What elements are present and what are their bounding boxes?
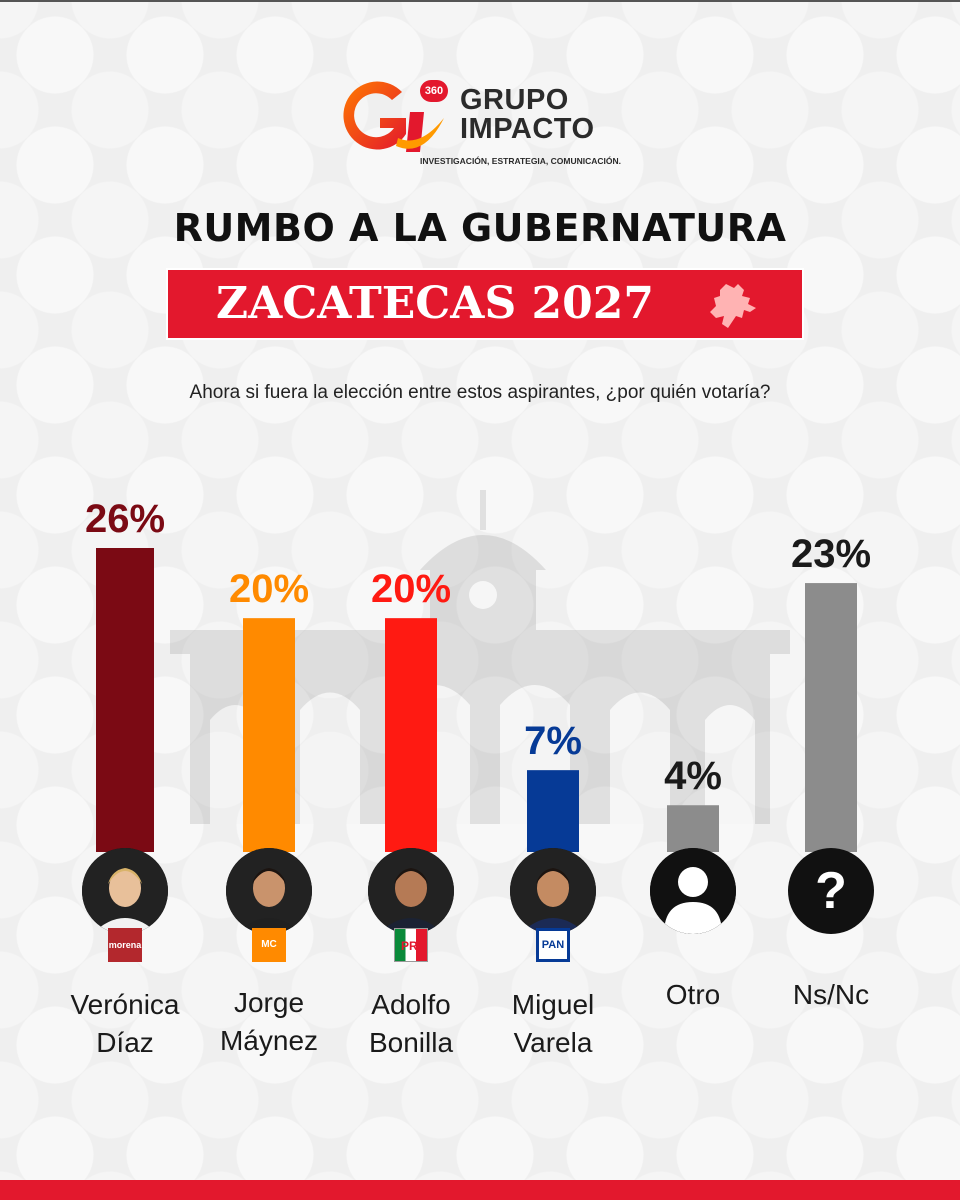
candidate-name-line1: Ns/Nc — [792, 979, 870, 1010]
bar-1 — [243, 618, 295, 852]
survey-question: Ahora si fuera la elección entre estos a… — [189, 382, 771, 403]
brand-monogram-icon — [343, 81, 444, 152]
candidate-name-0: Verónica Díaz — [45, 986, 205, 1062]
person-photo-icon — [226, 848, 312, 934]
data-label-5: 23% — [791, 532, 871, 576]
data-label-2: 20% — [371, 567, 451, 611]
silhouette-icon — [650, 848, 736, 934]
subtitle-banner: ZACATECAS 2027 — [166, 268, 804, 340]
candidate-name-line2: Varela — [513, 1027, 593, 1058]
party-logo-pan: PAN — [536, 928, 570, 962]
zacatecas-map-icon — [710, 284, 756, 328]
candidate-name-line1: Verónica — [70, 989, 180, 1020]
bar-3 — [527, 770, 579, 852]
data-label-0: 26% — [85, 497, 165, 541]
bar-chart: 26% 20% 20% 7% 4% 23% — [85, 497, 871, 852]
avatar-0 — [82, 848, 168, 934]
candidate-name-5: Ns/Nc — [751, 976, 911, 1014]
candidate-name-line2: Díaz — [96, 1027, 154, 1058]
bar-4 — [667, 805, 719, 852]
brand-logo: 360 GRUPO IMPACTO INVESTIGACIÓN, ESTRATE… — [340, 78, 640, 173]
brand-badge: 360 — [420, 80, 448, 102]
bar-0 — [96, 548, 154, 852]
avatar-1 — [226, 848, 312, 934]
brand-name-line2: IMPACTO — [460, 113, 595, 145]
bar-5 — [805, 583, 857, 852]
party-logo-morena: morena — [108, 928, 142, 962]
party-logo-pri: PRI — [394, 928, 428, 962]
data-label-3: 7% — [524, 719, 582, 763]
question-mark-icon: ? — [815, 862, 847, 920]
candidate-name-line2: Máynez — [219, 1025, 319, 1056]
brand-name-line1: GRUPO — [460, 84, 569, 116]
candidate-name-3: Miguel Varela — [473, 986, 633, 1062]
person-photo-icon — [368, 848, 454, 934]
person-photo-icon — [510, 848, 596, 934]
brand-tagline: INVESTIGACIÓN, ESTRATEGIA, COMUNICACIÓN. — [420, 156, 622, 166]
avatar-2 — [368, 848, 454, 934]
page-subtitle: ZACATECAS 2027 — [216, 278, 655, 329]
data-label-1: 20% — [229, 567, 309, 611]
footer-bar — [0, 1180, 960, 1200]
top-border — [0, 0, 960, 2]
data-label-4: 4% — [664, 754, 722, 798]
party-logo-mc: MC — [252, 928, 286, 962]
candidate-name-1: Jorge Máynez — [189, 984, 349, 1060]
candidate-name-4: Otro — [613, 976, 773, 1014]
person-photo-icon — [82, 848, 168, 934]
avatar-4 — [650, 848, 736, 934]
avatar-3 — [510, 848, 596, 934]
candidate-name-line1: Otro — [665, 979, 721, 1010]
candidate-name-line1: Adolfo — [371, 989, 451, 1020]
page-title: RUMBO A LA GUBERNATURA — [173, 206, 787, 250]
candidate-name-line2: Bonilla — [368, 1027, 454, 1058]
brand-name: GRUPO IMPACTO — [460, 86, 595, 144]
candidate-name-line1: Jorge — [233, 987, 305, 1018]
candidate-name-2: Adolfo Bonilla — [331, 986, 491, 1062]
candidate-name-line1: Miguel — [511, 989, 595, 1020]
avatar-5: ? — [788, 848, 874, 934]
bar-2 — [385, 618, 437, 852]
